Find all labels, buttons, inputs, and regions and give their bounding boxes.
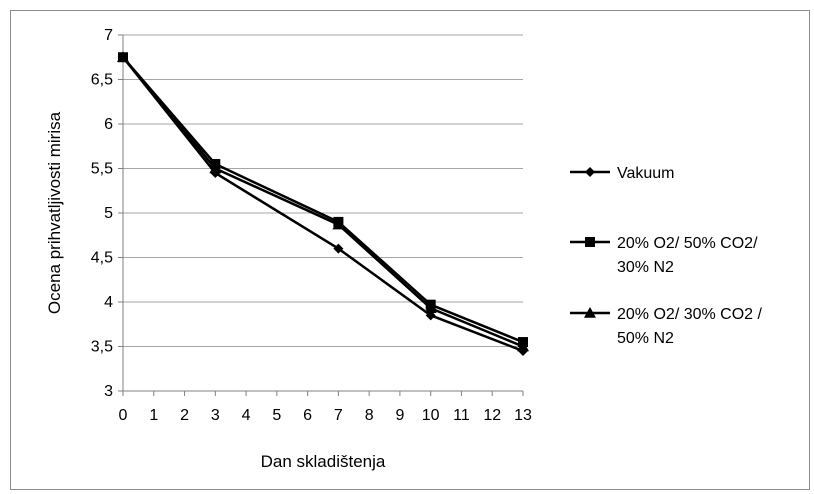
y-tick-label: 6,5 — [91, 72, 113, 89]
legend-marker-square — [585, 237, 595, 247]
y-tick-label: 4,5 — [91, 250, 113, 267]
x-tick-label: 8 — [365, 407, 374, 424]
series-line — [122, 56, 524, 344]
grid-lines — [123, 34, 523, 347]
data-point-triangle — [424, 302, 437, 314]
data-point-triangle — [332, 218, 345, 230]
data-point-triangle — [517, 340, 529, 352]
legend-label: Vakuum — [617, 165, 675, 182]
y-tick-label: 4 — [104, 294, 113, 311]
legend-marker-triangle — [584, 307, 596, 318]
legend-label: 20% O2/ 30% CO2 / — [617, 306, 763, 323]
x-tick-label: 7 — [334, 407, 343, 424]
x-axis-title: Dan skladištenja — [261, 452, 386, 471]
y-tick-label: 6 — [104, 116, 113, 133]
y-tick-label: 5,5 — [91, 161, 113, 178]
y-axis-title: Ocena prihvatljivosti mirisa — [45, 111, 64, 314]
series-line — [122, 56, 524, 353]
axes — [118, 34, 524, 396]
x-tick-label: 12 — [483, 407, 501, 424]
x-tick-label: 4 — [242, 407, 251, 424]
x-tick-label: 0 — [119, 407, 128, 424]
tick-labels: 33,544,555,566,570 1 2 3 4 5 6 7 8 9 10 11 12 13 — [91, 27, 532, 424]
legend-marker-diamond — [585, 167, 595, 177]
y-tick-label: 3 — [104, 383, 113, 400]
data-point-diamond — [333, 243, 344, 254]
y-tick-label: 7 — [104, 27, 113, 44]
x-tick-label: 6 — [303, 407, 312, 424]
legend-label: 50% N2 — [617, 330, 674, 347]
x-tick-label: 9 — [395, 407, 404, 424]
x-tick-label: 1 — [149, 407, 158, 424]
x-tick-label: 2 — [180, 407, 189, 424]
x-tick-label: 10 — [422, 407, 440, 424]
data-point-triangle — [117, 51, 129, 63]
legend: Vakuum 20% O2/ 50% CO2/30% N2 20% O2/ 30% … — [570, 165, 763, 347]
series-lines — [117, 51, 529, 356]
chart-frame — [10, 10, 810, 490]
x-tick-label: 3 — [211, 407, 220, 424]
y-tick-label: 3,5 — [91, 339, 113, 356]
x-tick-label: 5 — [272, 407, 281, 424]
data-point-triangle — [209, 162, 222, 174]
y-tick-label: 5 — [104, 205, 113, 222]
x-tick-label: 11 — [453, 407, 470, 424]
series-line — [122, 56, 524, 348]
legend-label: 20% O2/ 50% CO2/ — [617, 235, 758, 252]
legend-label: 30% N2 — [617, 259, 674, 276]
x-tick-label: 13 — [514, 407, 532, 424]
